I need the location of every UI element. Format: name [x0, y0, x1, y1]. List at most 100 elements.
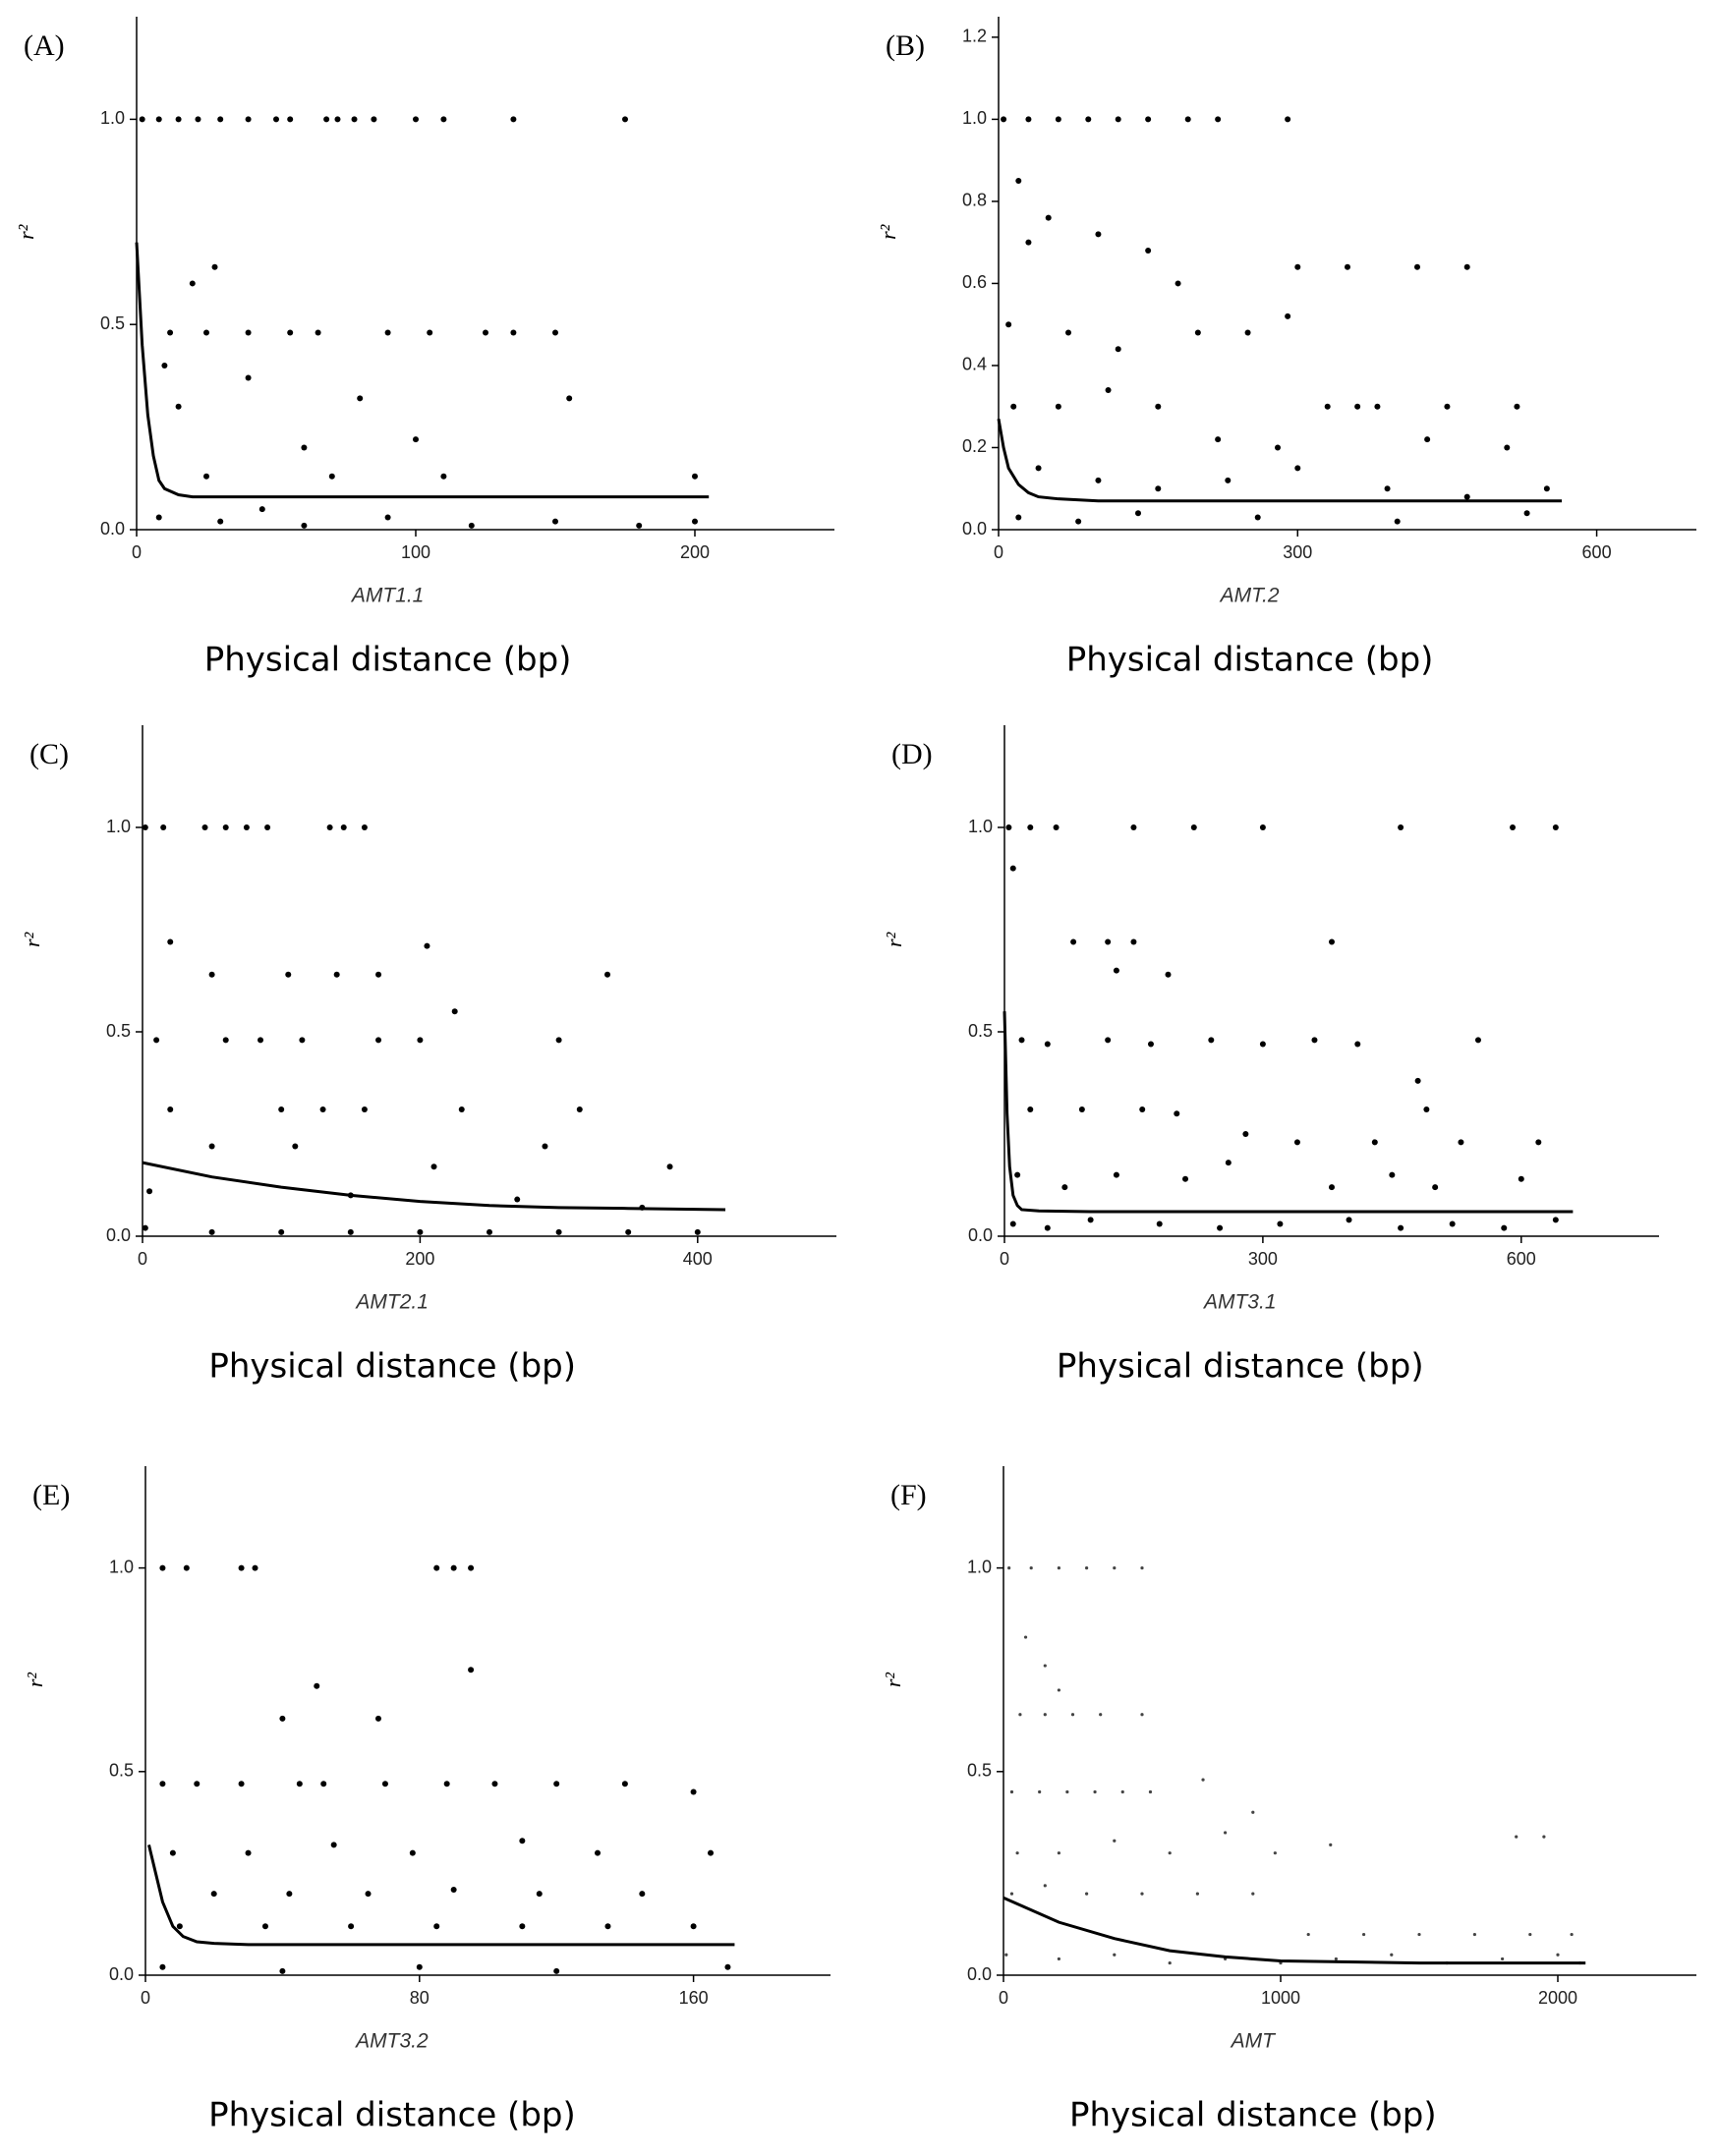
- point: [169, 1849, 176, 1856]
- point: [222, 824, 229, 830]
- point: [1001, 116, 1007, 123]
- point: [424, 942, 430, 949]
- point: [1510, 824, 1517, 830]
- point: [1518, 1175, 1524, 1182]
- point: [1424, 436, 1431, 443]
- point: [519, 1923, 526, 1930]
- point: [1044, 1041, 1051, 1048]
- point: [1113, 1171, 1119, 1178]
- point: [176, 1923, 183, 1930]
- point: [314, 1682, 320, 1689]
- point: [443, 1781, 450, 1787]
- point: [1035, 465, 1042, 472]
- point: [252, 1564, 258, 1571]
- point: [553, 1967, 560, 1974]
- x-axis-label: AMT3.2: [354, 2030, 429, 2053]
- point: [1371, 1139, 1378, 1146]
- point: [222, 1037, 229, 1044]
- caption: Physical distance (bp): [1066, 641, 1434, 680]
- point: [1201, 1778, 1205, 1782]
- point: [1015, 1851, 1019, 1855]
- y-tick-label: 0.0: [100, 519, 125, 539]
- y-tick-label: 1.0: [962, 108, 987, 128]
- y-tick-label: 0.5: [967, 1761, 992, 1781]
- point: [320, 1781, 327, 1787]
- point: [1449, 1220, 1456, 1227]
- point: [278, 1228, 285, 1235]
- x-axis-label: AMT2.1: [354, 1291, 429, 1314]
- point: [1043, 1713, 1047, 1717]
- point: [217, 116, 224, 123]
- point: [330, 1842, 337, 1848]
- point: [1009, 865, 1016, 872]
- point: [159, 1781, 166, 1787]
- x-tick-label: 300: [1283, 542, 1312, 562]
- point: [1523, 510, 1530, 517]
- y-axis-label: r²: [23, 1673, 47, 1688]
- x-tick-label: 0: [999, 1988, 1008, 2008]
- panel-label: (C): [29, 738, 69, 770]
- y-tick-label: 0.5: [100, 313, 125, 333]
- point: [1417, 1932, 1421, 1937]
- point: [1130, 938, 1137, 945]
- x-tick-label: 160: [679, 1988, 709, 2008]
- point: [1504, 444, 1511, 451]
- point: [189, 280, 196, 287]
- point: [1398, 824, 1404, 830]
- point: [622, 116, 628, 123]
- point: [1463, 263, 1470, 270]
- point: [296, 1781, 303, 1787]
- point: [1329, 1843, 1333, 1846]
- y-tick-label: 0.5: [968, 1021, 993, 1041]
- point: [416, 1963, 423, 1970]
- point: [1168, 1851, 1172, 1855]
- point: [159, 1963, 166, 1970]
- point: [210, 1891, 217, 1898]
- point: [1055, 116, 1061, 123]
- point: [258, 506, 265, 513]
- point: [621, 1781, 628, 1787]
- y-tick-label: 1.0: [967, 1557, 992, 1576]
- point: [1007, 1566, 1011, 1570]
- point: [1168, 1960, 1172, 1965]
- point: [365, 1891, 372, 1898]
- point: [375, 971, 382, 978]
- y-tick-label: 0.0: [962, 519, 987, 539]
- point: [1130, 824, 1137, 830]
- point: [194, 1781, 201, 1787]
- point: [413, 116, 419, 123]
- point: [208, 1143, 215, 1150]
- fit-curve: [1003, 1011, 1574, 1214]
- point: [167, 938, 174, 945]
- point: [417, 1228, 424, 1235]
- point: [299, 1037, 306, 1044]
- point: [552, 329, 558, 336]
- point: [211, 263, 218, 270]
- y-tick-label: 0.4: [962, 355, 987, 374]
- point: [1053, 824, 1060, 830]
- point: [1025, 116, 1032, 123]
- x-tick-label: 1000: [1261, 1988, 1300, 2008]
- point: [1254, 514, 1261, 521]
- point: [510, 116, 517, 123]
- point: [1285, 116, 1291, 123]
- point: [1182, 1175, 1189, 1182]
- fit-curve: [135, 242, 710, 499]
- point: [153, 1037, 160, 1044]
- point: [409, 1849, 416, 1856]
- point: [326, 824, 333, 830]
- point: [142, 1224, 148, 1231]
- point: [1175, 280, 1181, 287]
- point: [1115, 346, 1121, 353]
- point: [1346, 1217, 1352, 1223]
- point: [279, 1715, 286, 1722]
- x-tick-label: 600: [1582, 542, 1612, 562]
- caption: Physical distance (bp): [208, 2096, 576, 2135]
- point: [1472, 1932, 1476, 1937]
- point: [1329, 1184, 1335, 1191]
- point: [1055, 403, 1061, 410]
- point: [1398, 1224, 1404, 1231]
- point: [1384, 485, 1391, 492]
- point: [1174, 1110, 1180, 1117]
- point: [604, 971, 611, 978]
